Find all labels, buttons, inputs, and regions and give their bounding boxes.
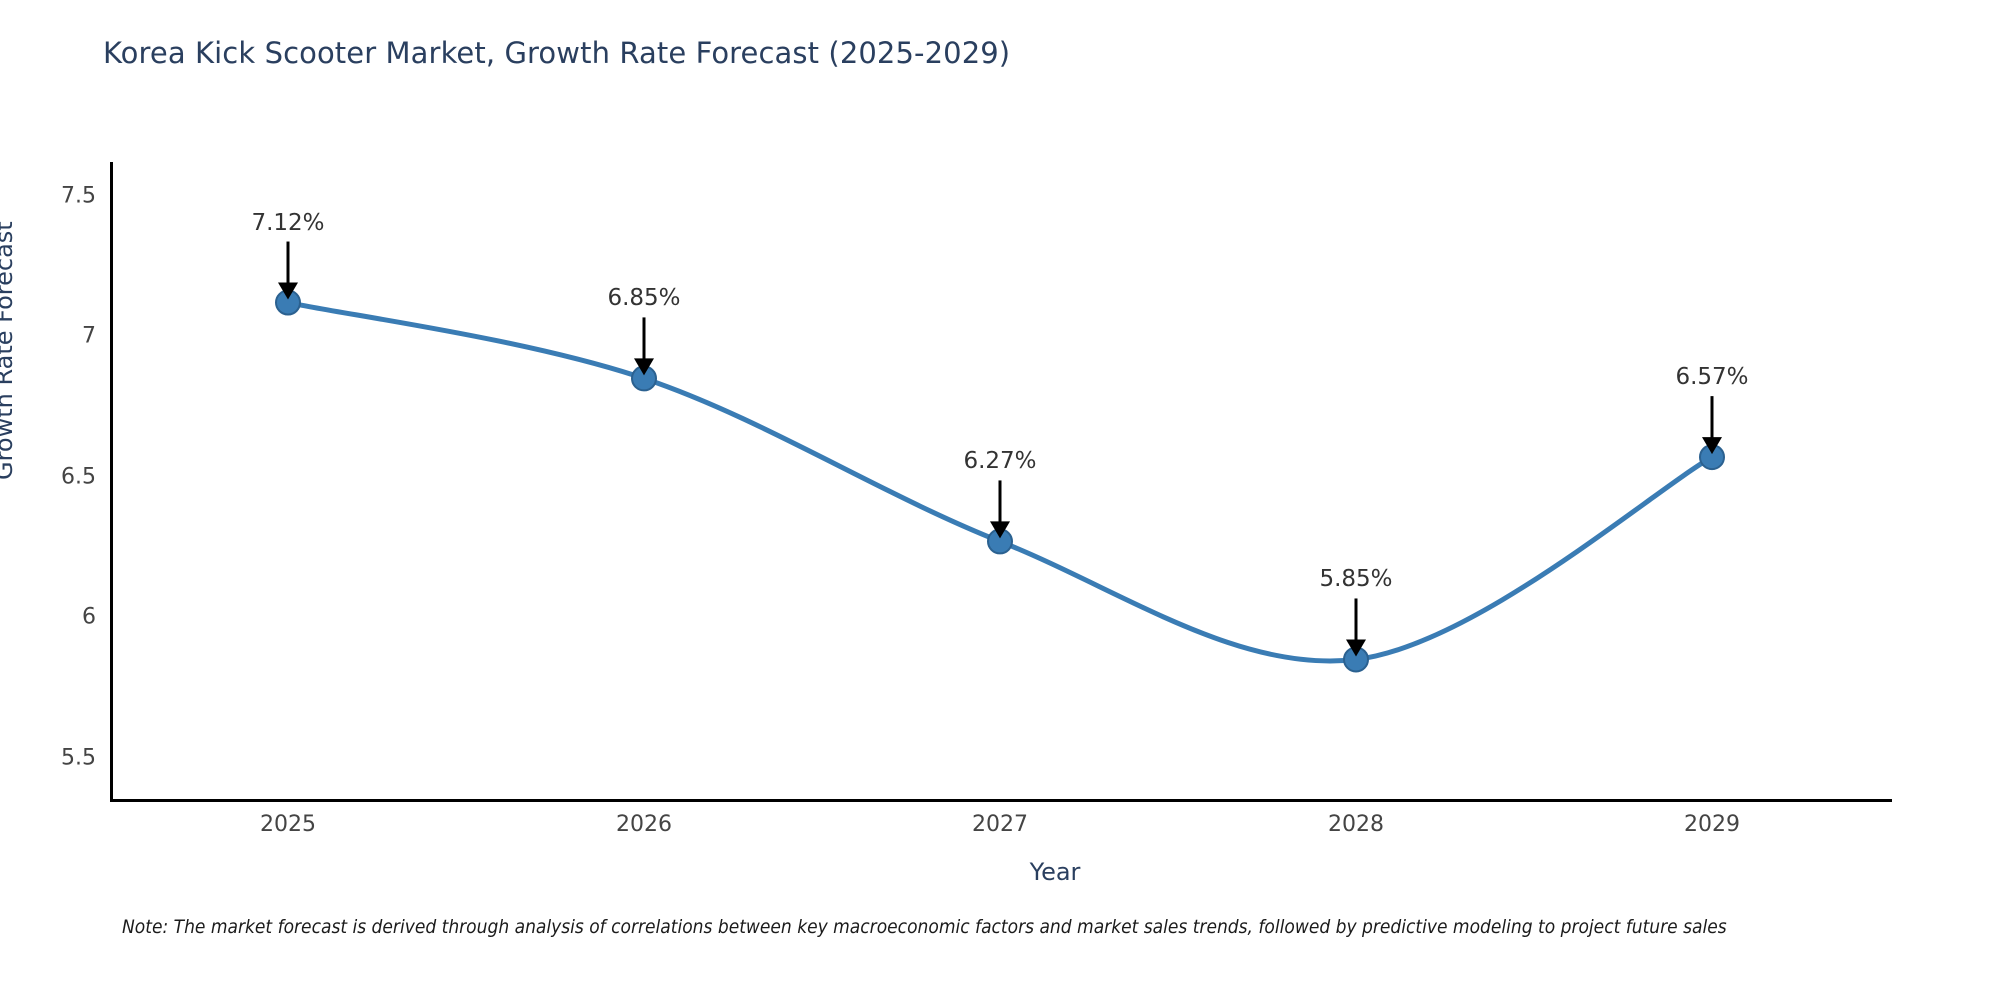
data-point-value-label: 5.85%: [1319, 566, 1393, 593]
series-line-svg: [275, 241, 1725, 673]
y-axis-tick-label: 7: [82, 323, 96, 349]
y-axis-tick-label: 5.5: [61, 745, 96, 771]
data-point-value-label: 6.27%: [963, 448, 1037, 475]
y-axis-tick-labels: 7.5 7 6.5 6 5.5: [0, 0, 96, 1000]
annotation-arrows: [278, 241, 1722, 657]
x-axis-title: Year: [1029, 858, 1081, 886]
data-point-value-label: 6.85%: [607, 285, 681, 312]
annotation-arrow-head: [1702, 437, 1722, 455]
y-axis-tick-label: 7.5: [61, 183, 96, 209]
chart-title: Korea Kick Scooter Market, Growth Rate F…: [103, 36, 1011, 70]
annotation-arrow-head: [990, 521, 1010, 539]
x-axis-tick-label: 2029: [1684, 812, 1740, 837]
data-point-value-label: 7.12%: [251, 209, 325, 236]
y-axis-tick-label: 6.5: [61, 464, 96, 490]
x-axis-tick-label: 2028: [1328, 812, 1384, 837]
annotation-arrow-head: [634, 358, 654, 376]
data-point-value-label: 6.57%: [1675, 364, 1749, 391]
plot-area: [110, 162, 1890, 800]
chart-footnote: Note: The market forecast is derived thr…: [122, 916, 1727, 938]
x-axis-line: [110, 799, 1892, 802]
y-axis-title: Growth Rate Forecast: [0, 221, 18, 480]
x-axis-tick-label: 2026: [616, 812, 672, 837]
y-axis-tick-label: 6: [82, 604, 96, 630]
annotation-arrow-head: [1346, 639, 1366, 657]
y-axis-line: [110, 162, 113, 802]
x-axis-tick-label: 2027: [972, 812, 1028, 837]
data-point-markers: [275, 289, 1725, 673]
annotation-arrow-head: [278, 282, 298, 300]
x-axis-tick-label: 2025: [260, 812, 316, 837]
